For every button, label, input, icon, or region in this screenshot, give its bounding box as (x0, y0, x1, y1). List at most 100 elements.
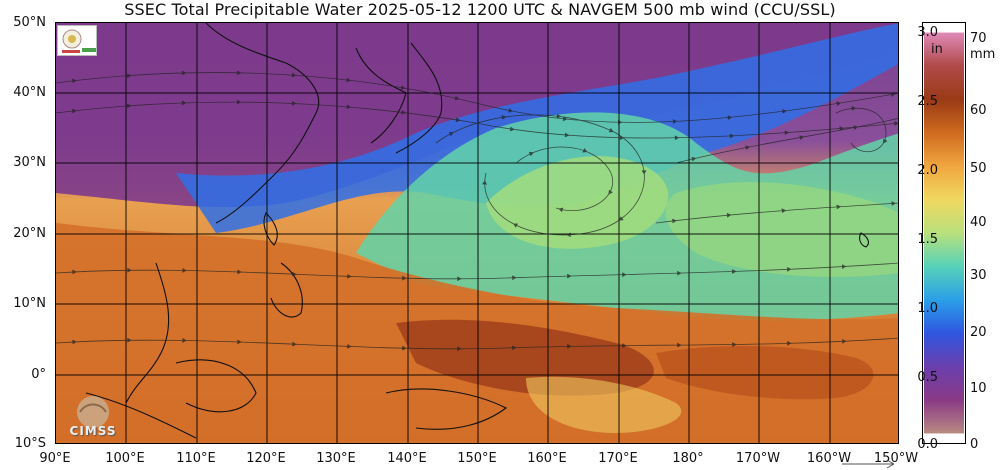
wind-arrowhead (782, 109, 787, 114)
borneo-coast (175, 359, 257, 413)
wind-arrowhead (292, 341, 297, 347)
cb-inch-0-0: 0.0 (917, 437, 938, 452)
lon-label-150e: 150°E (457, 451, 497, 466)
wind-arrowhead (619, 135, 625, 140)
lon-label-150w: 150°W (873, 451, 919, 466)
cb-mm-20: 20 (970, 325, 987, 340)
wind-arrowhead (745, 145, 751, 150)
sumatra-coast (85, 392, 197, 439)
cb-mm-30: 30 (970, 268, 987, 283)
cimss-text: CIMSS (69, 424, 117, 438)
wind-arrowhead (622, 343, 627, 348)
japan-coast (395, 42, 443, 154)
wind-arrowhead (347, 344, 352, 349)
lon-label-170e: 170°E (598, 451, 638, 466)
cb-inch-3-0: 3.0 (917, 25, 938, 40)
wind-arrowhead (509, 126, 515, 132)
wind-arrowhead (729, 133, 735, 139)
hawaii-coast (859, 232, 870, 248)
lon-label-160w: 160°W (806, 451, 852, 466)
wind-arrowhead (347, 274, 352, 279)
lon-label-90e: 90°E (39, 451, 71, 466)
wind-arrowhead (182, 268, 187, 273)
wind-arrowhead (641, 170, 647, 175)
china-coast (205, 23, 320, 224)
lon-label-110e: 110°E (176, 451, 216, 466)
cb-inch-2-0: 2.0 (917, 163, 938, 178)
wind-arrowhead (402, 345, 407, 351)
moist-patch-yellow (526, 376, 682, 433)
wind-arrowhead (567, 273, 572, 279)
cb-inch-2-5: 2.5 (917, 94, 938, 109)
lat-label-50n: 50°N (13, 15, 46, 30)
cb-inch-1-5: 1.5 (917, 232, 938, 247)
wind-arrowhead (237, 339, 242, 345)
wind-arrowhead (512, 275, 517, 281)
wind-arrowhead (72, 269, 77, 275)
wind-arrowhead (894, 121, 898, 126)
cb-mm-50: 50 (970, 161, 987, 176)
wind-arrowhead (851, 106, 857, 111)
wind-arrowhead (562, 116, 568, 122)
wind-arrowhead (346, 77, 352, 83)
wind-arrowhead (291, 101, 297, 106)
wind-arrowhead (457, 276, 462, 282)
lon-label-130e: 130°E (316, 451, 356, 466)
cb-mm-0: 0 (970, 437, 979, 452)
wind-arrowhead (501, 115, 507, 120)
wind-arrowhead (126, 73, 132, 78)
wind-arrowhead (617, 119, 623, 125)
moisture-core-lime (486, 156, 669, 249)
wind-arrowhead (883, 138, 888, 144)
colorbar-unit-inches: in (931, 42, 943, 57)
wind-arrowhead (787, 341, 792, 346)
wind-arrowhead (237, 269, 242, 275)
wind-arrowhead (181, 70, 187, 76)
wind-arrowhead (181, 100, 187, 106)
lat-label-30n: 30°N (13, 155, 46, 170)
wind-arrowhead (126, 103, 132, 109)
wind-arrowhead (618, 216, 624, 221)
lat-label-10s: 10°S (14, 436, 46, 451)
wind-arrowhead (236, 99, 242, 105)
lat-label-40n: 40°N (13, 85, 46, 100)
wind-arrowhead (402, 275, 407, 281)
tropical-maximum (396, 319, 654, 396)
wind-arrowhead (513, 223, 518, 228)
indochina-coast (125, 262, 170, 404)
lon-label-170w: 170°W (735, 451, 781, 466)
cb-mm-10: 10 (970, 381, 987, 396)
wind-arrowhead (841, 339, 847, 344)
wind-arrowhead (454, 95, 460, 101)
wind-arrowhead (457, 346, 462, 352)
lon-label-140e: 140°E (387, 451, 427, 466)
tpw-colorbar (922, 22, 966, 444)
lat-label-10n: 10°N (13, 296, 46, 311)
wind-arrowhead (182, 338, 187, 343)
wind-arrowhead (400, 85, 406, 90)
wind-arrowhead (346, 104, 352, 110)
wind-arrowhead (691, 156, 697, 162)
wind-arrowhead (291, 72, 297, 78)
wind-arrowhead (564, 132, 570, 138)
lon-label-180: 180° (672, 451, 704, 466)
wind-arrowhead (482, 180, 487, 185)
cb-inch-0-5: 0.5 (917, 370, 938, 385)
wind-arrowhead (608, 128, 614, 133)
tpw-map[interactable] (55, 22, 899, 444)
lat-label-20n: 20°N (13, 226, 46, 241)
colorbar-gradient (923, 32, 965, 434)
cb-inch-1-0: 1.0 (917, 301, 938, 316)
taiwan-coast (263, 212, 278, 246)
wind-arrowhead (677, 270, 682, 276)
wind-arrowhead (512, 345, 517, 351)
colorbar-unit-mm: mm (970, 47, 996, 62)
wind-arrowhead (726, 213, 732, 218)
wind-arrowhead (582, 148, 588, 153)
wind-arrowhead (781, 208, 787, 213)
wind-arrowhead (236, 70, 242, 76)
wind-arrowhead (127, 268, 132, 273)
wind-arrowhead (401, 110, 406, 115)
lon-label-160e: 160°E (527, 451, 567, 466)
wind-arrowhead (72, 339, 77, 345)
